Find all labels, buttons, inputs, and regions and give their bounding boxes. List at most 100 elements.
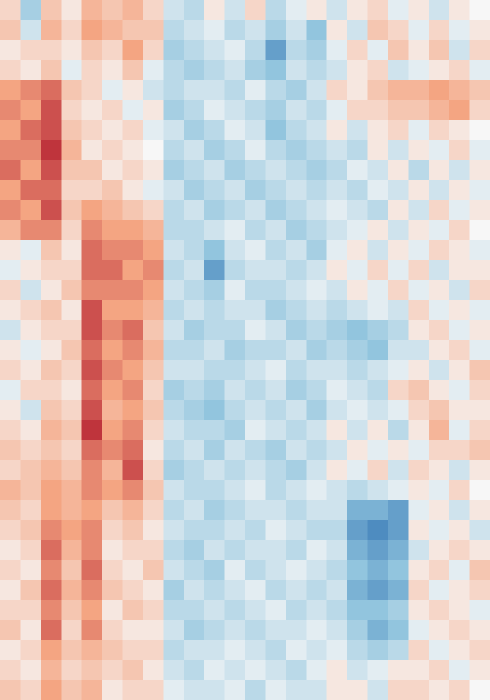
heatmap-cell — [142, 420, 164, 441]
heatmap-cell — [81, 400, 103, 421]
heatmap-cell — [204, 20, 226, 41]
heatmap-cell — [102, 60, 123, 81]
heatmap-cell — [449, 480, 471, 501]
heatmap-cell — [40, 60, 62, 81]
heatmap-cell — [408, 520, 430, 541]
heatmap-cell — [306, 60, 328, 81]
heatmap-cell — [61, 340, 83, 361]
heatmap-cell — [204, 60, 226, 81]
heatmap-cell — [204, 360, 226, 381]
heatmap-cell — [102, 240, 123, 261]
heatmap-cell — [81, 460, 103, 481]
heatmap-cell — [40, 20, 62, 41]
heatmap-cell — [245, 360, 266, 381]
heatmap-cell — [387, 400, 409, 421]
heatmap-cell — [387, 580, 409, 601]
heatmap-cell — [347, 280, 368, 301]
heatmap-cell — [306, 680, 328, 700]
heatmap-cell — [245, 580, 266, 601]
heatmap-cell — [245, 680, 266, 700]
heatmap-cell — [449, 220, 471, 241]
heatmap-cell — [387, 280, 409, 301]
heatmap-cell — [265, 320, 287, 341]
heatmap-cell — [61, 480, 83, 501]
heatmap-cell — [224, 540, 246, 561]
heatmap-cell — [163, 560, 185, 581]
heatmap-cell — [224, 480, 246, 501]
heatmap-cell — [285, 380, 307, 401]
heatmap-cell — [40, 520, 62, 541]
heatmap-cell — [306, 40, 328, 61]
heatmap-cell — [122, 520, 144, 541]
heatmap-cell — [367, 240, 389, 261]
heatmap-cell — [102, 580, 123, 601]
heatmap-cell — [102, 80, 123, 101]
heatmap-cell — [0, 100, 21, 121]
heatmap-cell — [245, 520, 266, 541]
heatmap-cell — [122, 480, 144, 501]
heatmap-cell — [102, 140, 123, 161]
heatmap-cell — [306, 280, 328, 301]
heatmap-cell — [142, 580, 164, 601]
heatmap-cell — [408, 580, 430, 601]
heatmap-cell — [326, 440, 348, 461]
heatmap-cell — [61, 240, 83, 261]
heatmap-cell — [81, 340, 103, 361]
heatmap-cell — [81, 680, 103, 700]
heatmap-cell — [40, 580, 62, 601]
heatmap-cell — [102, 260, 123, 281]
heatmap-cell — [367, 140, 389, 161]
heatmap-cell — [449, 180, 471, 201]
heatmap-cell — [61, 580, 83, 601]
heatmap-cell — [163, 200, 185, 221]
heatmap-cell — [0, 500, 21, 521]
heatmap-cell — [285, 580, 307, 601]
heatmap-cell — [183, 100, 205, 121]
heatmap-cell — [224, 40, 246, 61]
heatmap-cell — [163, 360, 185, 381]
heatmap-cell — [122, 20, 144, 41]
heatmap-cell — [285, 520, 307, 541]
heatmap-cell — [469, 340, 490, 361]
heatmap-cell — [61, 200, 83, 221]
heatmap-cell — [285, 660, 307, 681]
heatmap-cell — [387, 260, 409, 281]
heatmap-cell — [204, 440, 226, 461]
heatmap-cell — [449, 60, 471, 81]
heatmap-cell — [122, 340, 144, 361]
heatmap-cell — [61, 260, 83, 281]
heatmap-cell — [326, 180, 348, 201]
heatmap-cell — [469, 200, 490, 221]
heatmap-cell — [449, 460, 471, 481]
heatmap-cell — [367, 380, 389, 401]
heatmap-cell — [204, 580, 226, 601]
heatmap-cell — [204, 200, 226, 221]
heatmap-cell — [326, 360, 348, 381]
heatmap-cell — [163, 660, 185, 681]
heatmap-cell — [449, 280, 471, 301]
heatmap-cell — [81, 580, 103, 601]
heatmap-cell — [245, 340, 266, 361]
heatmap-cell — [306, 160, 328, 181]
heatmap-cell — [265, 600, 287, 621]
heatmap-cell — [285, 420, 307, 441]
heatmap-cell — [224, 520, 246, 541]
heatmap-cell — [142, 560, 164, 581]
heatmap-cell — [367, 120, 389, 141]
heatmap-cell — [40, 360, 62, 381]
heatmap-cell — [367, 180, 389, 201]
heatmap-cell — [122, 80, 144, 101]
heatmap-cell — [347, 140, 368, 161]
heatmap-cell — [428, 120, 450, 141]
heatmap-cell — [387, 300, 409, 321]
heatmap-cell — [204, 520, 226, 541]
heatmap-cell — [224, 420, 246, 441]
heatmap-cell — [449, 440, 471, 461]
heatmap-cell — [142, 60, 164, 81]
heatmap-cell — [367, 160, 389, 181]
heatmap-cell — [408, 400, 430, 421]
heatmap-cell — [449, 140, 471, 161]
heatmap-cell — [285, 100, 307, 121]
heatmap-cell — [183, 180, 205, 201]
heatmap-cell — [122, 440, 144, 461]
